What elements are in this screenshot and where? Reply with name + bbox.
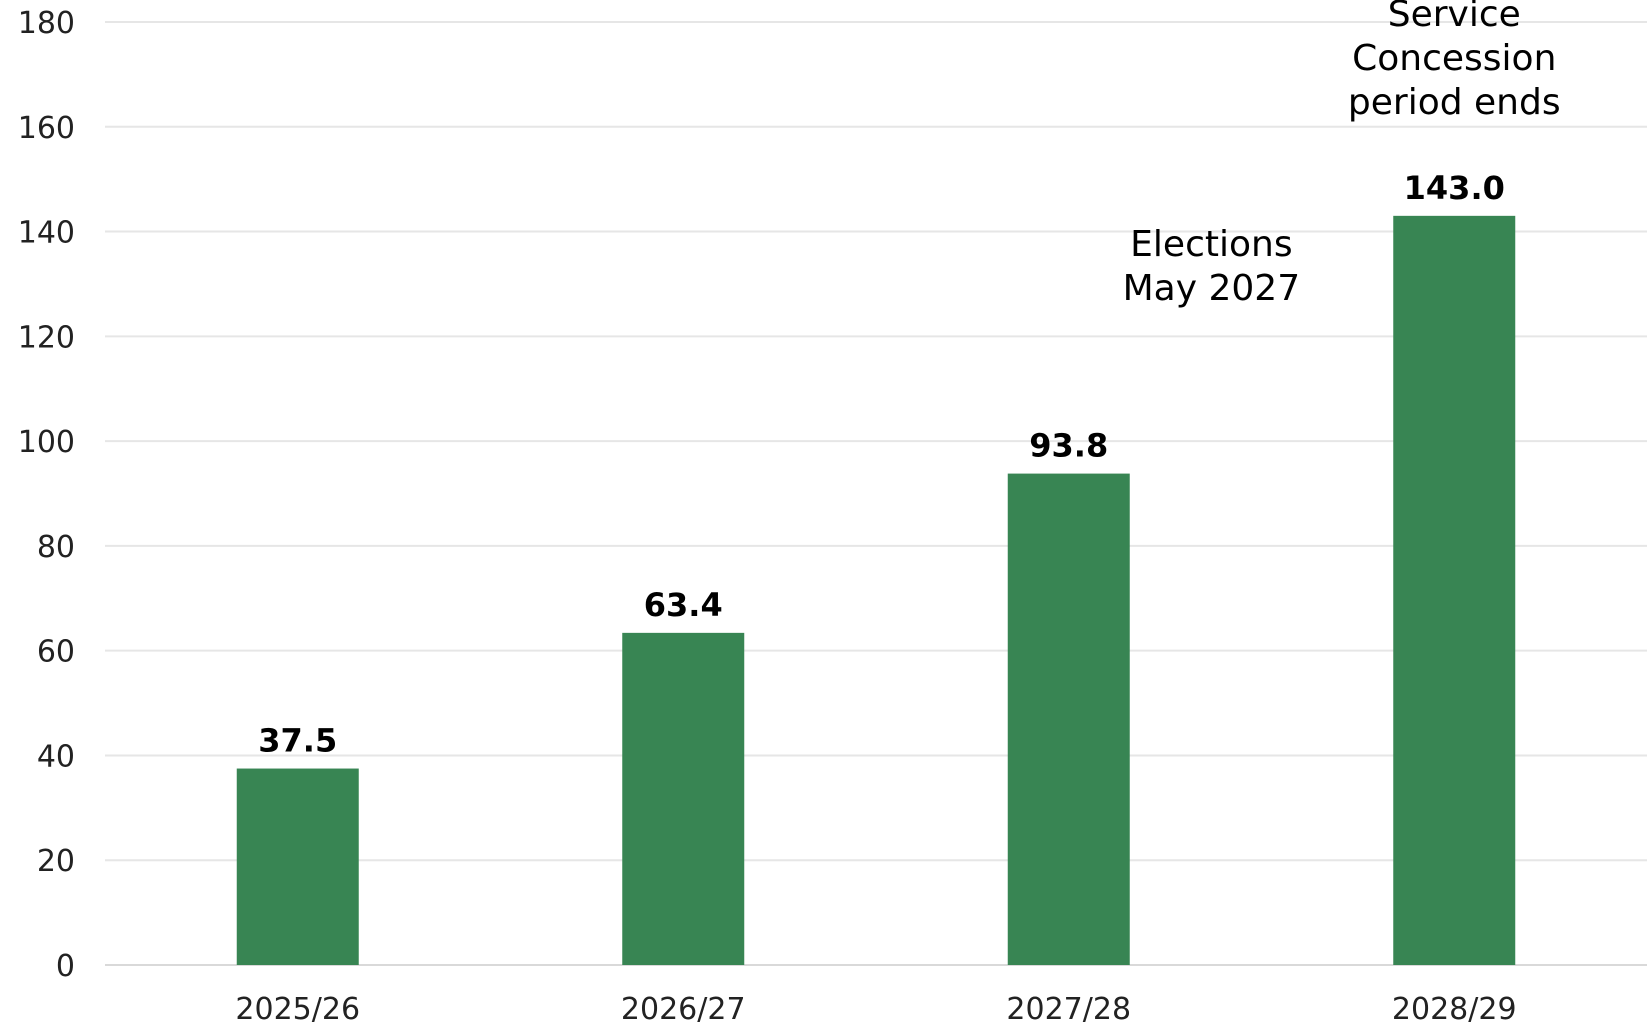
y-tick-label: 20 <box>37 844 75 879</box>
data-label: 143.0 <box>1404 169 1505 207</box>
y-tick-label: 100 <box>18 425 75 460</box>
y-tick-label: 60 <box>37 635 75 670</box>
annotation-line: period ends <box>1348 82 1561 123</box>
data-label: 93.8 <box>1029 427 1108 465</box>
bar <box>1007 473 1130 965</box>
annotation-line: Service <box>1388 0 1521 35</box>
x-tick-label: 2025/26 <box>235 992 360 1024</box>
x-tick-label: 2026/27 <box>621 992 746 1024</box>
y-tick-label: 0 <box>56 949 75 984</box>
data-label: 63.4 <box>644 586 723 624</box>
y-tick-label: 160 <box>18 111 75 146</box>
data-labels: 37.5 63.4 93.8 143.0 <box>258 169 1505 760</box>
bar <box>1393 215 1516 966</box>
data-label: 37.5 <box>258 722 337 760</box>
y-tick-label: 140 <box>18 216 75 251</box>
x-tick-label: 2028/29 <box>1392 992 1517 1024</box>
y-tick-label: 120 <box>18 320 75 355</box>
annotation-line: Elections <box>1130 224 1292 265</box>
y-tick-label: 180 <box>18 6 75 41</box>
y-tick-label: 80 <box>37 530 75 565</box>
x-axis-ticks: 2025/26 2026/27 2027/28 2028/29 <box>235 992 1516 1024</box>
annotation-line: Concession <box>1352 38 1556 79</box>
annotation-line: May 2027 <box>1123 268 1301 309</box>
y-tick-label: 40 <box>37 739 75 774</box>
bars <box>236 215 1516 966</box>
gridlines <box>105 21 1647 966</box>
bar <box>622 632 745 965</box>
bar <box>236 768 359 965</box>
x-tick-label: 2027/28 <box>1006 992 1131 1024</box>
y-axis-ticks: 0 20 40 60 80 100 120 140 160 180 <box>18 6 75 984</box>
